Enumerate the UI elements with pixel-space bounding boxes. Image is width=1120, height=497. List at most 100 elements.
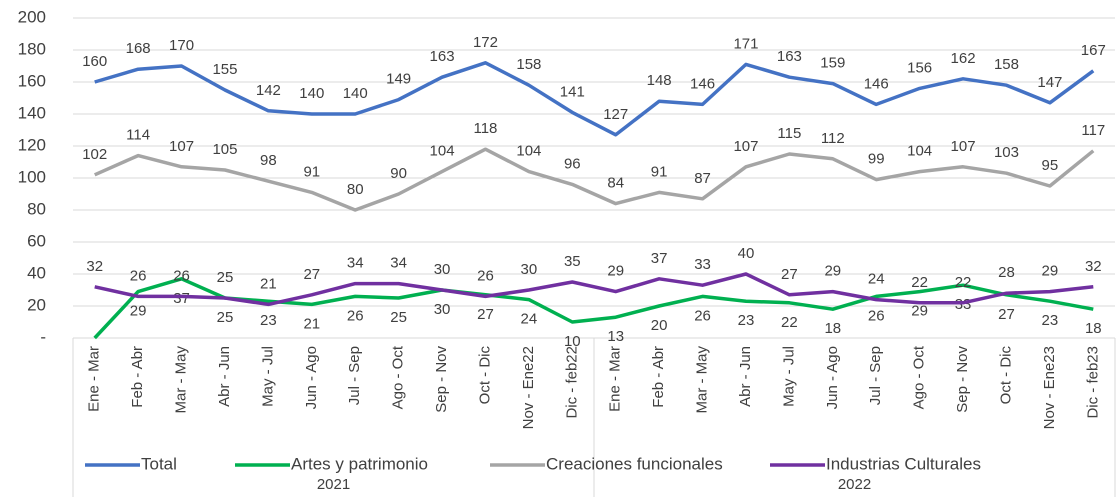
x-tick-label: Dic - feb22 — [563, 346, 580, 419]
series-line — [94, 147, 1095, 212]
data-label: 117 — [1081, 122, 1105, 139]
y-tick-label: 40 — [27, 263, 46, 282]
data-label: 34 — [390, 255, 407, 272]
data-label: 99 — [868, 151, 885, 168]
data-label: 167 — [1081, 42, 1106, 59]
data-label: 24 — [521, 311, 538, 328]
x-tick-label: Mar - May — [173, 346, 190, 414]
data-label: 30 — [434, 301, 451, 318]
x-tick-label: May - Jul — [259, 346, 276, 407]
data-label: 105 — [212, 141, 237, 158]
data-label: 23 — [260, 312, 277, 329]
data-label: 21 — [303, 315, 320, 332]
data-label: 29 — [911, 303, 928, 320]
data-label: 18 — [824, 320, 841, 337]
x-tick-label: Abr - Jun — [737, 346, 754, 407]
data-label: 80 — [347, 181, 364, 198]
data-label: 29 — [1042, 263, 1059, 280]
data-label: 98 — [260, 152, 277, 169]
series-line — [94, 272, 1094, 307]
x-tick-label: Ene - Mar — [86, 346, 103, 412]
data-label: 163 — [430, 48, 455, 65]
y-tick-label: 80 — [27, 199, 46, 218]
data-label: 163 — [777, 48, 802, 65]
x-tick-label: Nov - Ene22 — [520, 346, 537, 429]
x-tick-label: Jun - Ago — [824, 346, 841, 409]
data-label: 146 — [864, 75, 889, 92]
data-label: 140 — [343, 85, 368, 102]
data-label: 26 — [173, 267, 190, 284]
data-label: 40 — [738, 245, 755, 262]
data-label: 158 — [994, 56, 1019, 73]
x-tick-label: Jun - Ago — [303, 346, 320, 409]
x-tick-label: Nov - Ene23 — [1041, 346, 1058, 429]
data-label: 115 — [777, 125, 801, 142]
data-label: 21 — [260, 275, 277, 292]
y-tick-label: 200 — [18, 7, 46, 26]
data-label: 35 — [564, 253, 581, 270]
x-tick-label: Ago - Oct — [911, 345, 928, 409]
data-label: 18 — [1085, 320, 1102, 337]
data-label: 168 — [126, 40, 151, 57]
data-label: 112 — [821, 130, 845, 147]
data-label: 27 — [303, 266, 320, 283]
data-label: 10 — [564, 333, 581, 350]
data-label: 24 — [868, 271, 885, 288]
y-tick-label: 100 — [18, 167, 46, 186]
data-label: 27 — [998, 306, 1015, 323]
data-label: 91 — [303, 163, 320, 180]
data-label: 107 — [169, 138, 194, 155]
x-tick-label: Oct - Dic — [997, 346, 1014, 405]
data-label: 171 — [733, 35, 758, 52]
data-label: 29 — [130, 303, 147, 320]
x-tick-label: Sep - Nov — [433, 346, 450, 413]
data-label: 32 — [1085, 258, 1102, 275]
x-tick-label: Oct - Dic — [476, 346, 493, 405]
data-label: 23 — [1042, 312, 1059, 329]
data-label: 22 — [955, 274, 972, 291]
y-tick-label: 120 — [18, 135, 46, 154]
y-tick-label: 140 — [18, 103, 46, 122]
data-label: 107 — [951, 138, 976, 155]
legend-label: Artes y patrimonio — [291, 454, 428, 473]
data-label: 23 — [738, 312, 755, 329]
data-label: 26 — [477, 267, 494, 284]
data-label: 22 — [781, 314, 798, 331]
data-label: 159 — [820, 55, 845, 72]
data-label: 25 — [390, 309, 407, 326]
legend-label: Creaciones funcionales — [546, 454, 723, 473]
y-tick-label: 60 — [27, 231, 46, 250]
x-tick-label: Feb - Abr — [129, 346, 146, 408]
data-label: 87 — [694, 170, 711, 187]
data-label: 146 — [690, 75, 715, 92]
data-label: 96 — [564, 155, 581, 172]
y-tick-label: 20 — [27, 295, 46, 314]
y-tick-label: 180 — [18, 39, 46, 58]
x-tick-label: Feb - Abr — [650, 346, 667, 408]
data-label: 104 — [430, 143, 455, 160]
data-label: 26 — [347, 307, 364, 324]
data-label: 90 — [390, 165, 407, 182]
data-label: 102 — [82, 146, 107, 163]
data-label: 25 — [217, 269, 234, 286]
data-label: 30 — [434, 261, 451, 278]
data-label: 147 — [1037, 74, 1062, 91]
data-label: 158 — [516, 56, 541, 73]
x-tick-label: Jul - Sep — [867, 346, 884, 405]
data-label: 26 — [868, 307, 885, 324]
data-label: 104 — [907, 143, 932, 160]
legend-label: Industrias Culturales — [826, 454, 981, 473]
data-label: 13 — [607, 328, 624, 345]
group-label: 2021 — [317, 476, 350, 493]
data-label: 33 — [694, 256, 711, 273]
data-label: 30 — [521, 261, 538, 278]
data-label: 104 — [516, 143, 541, 160]
data-label: 103 — [994, 144, 1019, 161]
data-label: 114 — [126, 127, 150, 144]
x-tick-label: Abr - Jun — [216, 346, 233, 407]
data-label: 29 — [824, 263, 841, 280]
x-tick-label: Dic - feb23 — [1084, 346, 1101, 419]
series-line — [94, 61, 1095, 137]
data-label: 142 — [256, 82, 281, 99]
